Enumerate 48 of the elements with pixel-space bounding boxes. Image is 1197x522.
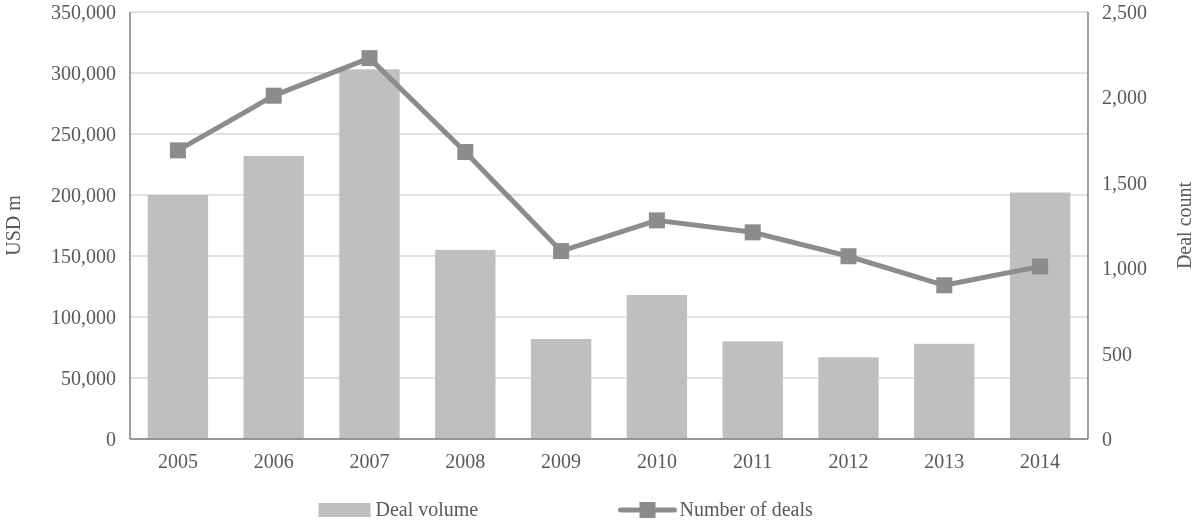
- y-tick-label: 350,000: [51, 1, 116, 23]
- y-tick-label: 100,000: [51, 306, 116, 328]
- y-tick-label: 300,000: [51, 62, 116, 84]
- x-tick-label: 2014: [1020, 450, 1061, 472]
- x-tick-label: 2009: [541, 450, 582, 472]
- y2-tick-label: 500: [1102, 342, 1132, 365]
- bar: [147, 195, 209, 439]
- x-tick-label: 2008: [445, 450, 486, 472]
- bar: [435, 249, 496, 439]
- bar: [243, 155, 304, 439]
- y-tick-label: 150,000: [51, 245, 116, 267]
- y-tick-label: 0: [106, 428, 116, 450]
- y-tick-label: 200,000: [51, 184, 116, 206]
- bar: [626, 295, 688, 439]
- y2-tick-label: 2,000: [1102, 86, 1147, 109]
- point: [1032, 258, 1049, 275]
- point: [265, 87, 282, 104]
- x-tick-label: 2006: [253, 450, 294, 472]
- y-axis-title: USD m: [2, 194, 24, 256]
- y-tick-label: 50,000: [61, 367, 116, 389]
- point: [840, 248, 857, 265]
- x-tick-label: 2005: [157, 450, 198, 472]
- bar: [914, 343, 975, 439]
- point: [361, 50, 378, 67]
- y2-axis-title: Deal count: [1173, 181, 1195, 270]
- legend-label: Deal volume: [375, 498, 479, 520]
- point: [936, 277, 953, 294]
- bar: [1009, 192, 1071, 439]
- point: [457, 144, 474, 161]
- x-tick-label: 2013: [924, 450, 965, 472]
- x-tick-label: 2012: [828, 450, 869, 472]
- x-tick-label: 2007: [349, 450, 390, 472]
- point: [648, 212, 665, 229]
- bar: [339, 69, 400, 439]
- bar: [722, 341, 783, 439]
- legend-label: Number of deals: [679, 498, 814, 520]
- point: [744, 224, 761, 241]
- y2-tick-label: 2,500: [1102, 1, 1147, 23]
- y-tick-label: 250,000: [51, 123, 116, 145]
- y2-tick-label: 1,000: [1102, 257, 1147, 280]
- x-tick-label: 2011: [733, 450, 773, 472]
- y2-tick-label: 1,500: [1102, 171, 1147, 194]
- y2-tick-label: 0: [1102, 428, 1112, 450]
- point: [553, 243, 570, 260]
- x-tick-label: 2010: [636, 450, 677, 472]
- bar: [530, 338, 592, 439]
- point: [169, 142, 186, 159]
- bar: [818, 357, 879, 439]
